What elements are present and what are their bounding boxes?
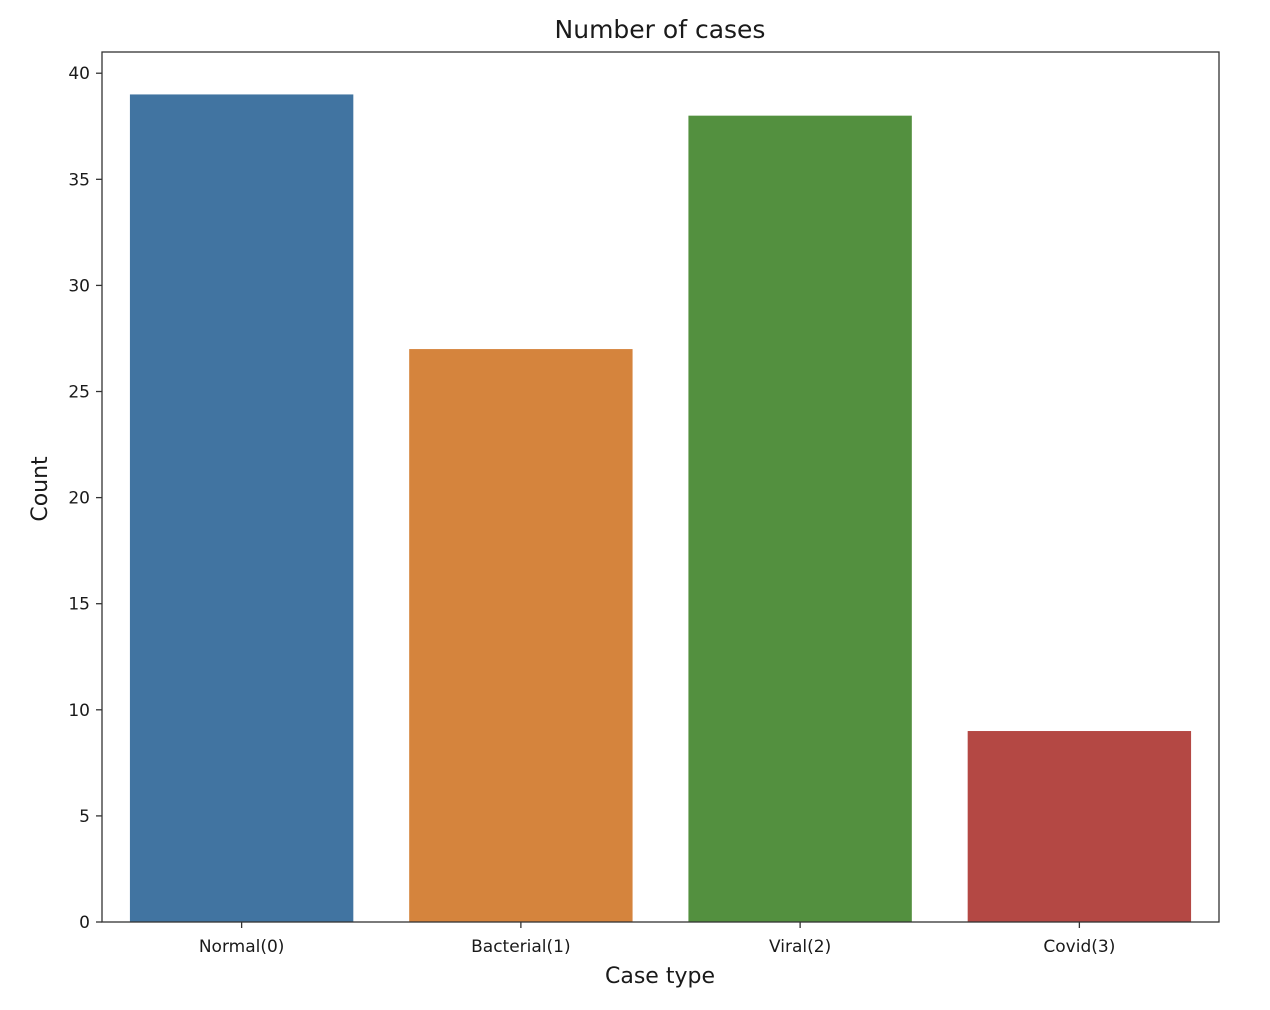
x-tick-label: Bacterial(1)	[471, 937, 571, 957]
x-tick-label: Covid(3)	[1043, 937, 1115, 957]
bar-covid-3	[967, 731, 1192, 922]
y-tick-label: 20	[68, 489, 90, 509]
bar-viral-2	[688, 115, 912, 922]
y-tick-label: 30	[68, 276, 90, 296]
y-tick-label: 5	[79, 807, 90, 827]
y-tick-label: 10	[68, 701, 90, 721]
y-tick-label: 15	[68, 595, 90, 615]
bar-normal-0	[129, 94, 354, 922]
y-axis-label: Count	[28, 456, 53, 522]
y-tick-label: 35	[68, 170, 90, 190]
y-tick-label: 25	[68, 383, 90, 403]
x-axis-label: Case type	[605, 964, 715, 989]
chart-title: Number of cases	[555, 15, 766, 44]
plot-frame	[101, 51, 1220, 923]
bars-group	[129, 94, 1192, 922]
y-axis-ticks: 0 5 10 15 20 25 30 35 40	[68, 64, 102, 933]
y-tick-label: 0	[79, 913, 90, 933]
y-tick-label: 40	[68, 64, 90, 84]
x-tick-label: Normal(0)	[199, 937, 285, 957]
bar-bacterial-1	[409, 349, 633, 922]
x-tick-label: Viral(2)	[769, 937, 831, 957]
x-axis-ticks: Normal(0) Bacterial(1) Viral(2) Covid(3)	[199, 922, 1115, 957]
